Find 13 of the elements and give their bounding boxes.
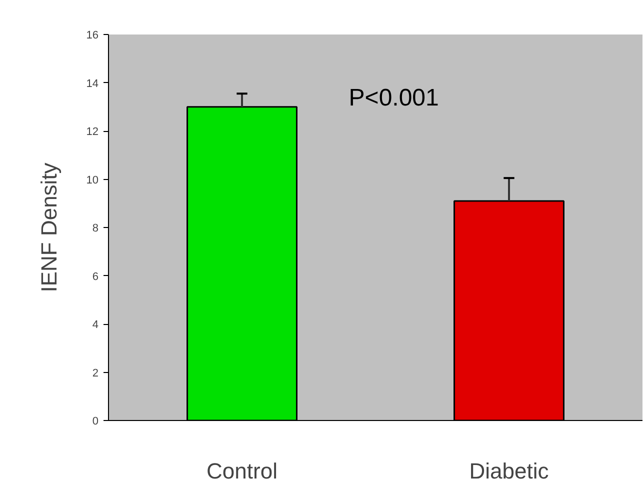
y-tick-label: 10 — [86, 174, 99, 186]
y-axis-title: IENF Density — [36, 162, 62, 292]
annotation: P<0.001 — [348, 84, 439, 112]
y-tick-label: 6 — [92, 270, 99, 283]
x-tick-label: Diabetic — [469, 458, 549, 484]
y-tick-label: 0 — [92, 416, 99, 428]
y-tick-label: 4 — [92, 319, 99, 331]
y-tick-label: 2 — [92, 367, 99, 380]
y-tick-label: 16 — [86, 30, 99, 42]
y-tick-label: 14 — [86, 78, 99, 90]
y-tick-label: 12 — [86, 126, 99, 138]
y-tick-label: 8 — [92, 222, 99, 234]
x-tick-label: Control — [206, 458, 278, 484]
